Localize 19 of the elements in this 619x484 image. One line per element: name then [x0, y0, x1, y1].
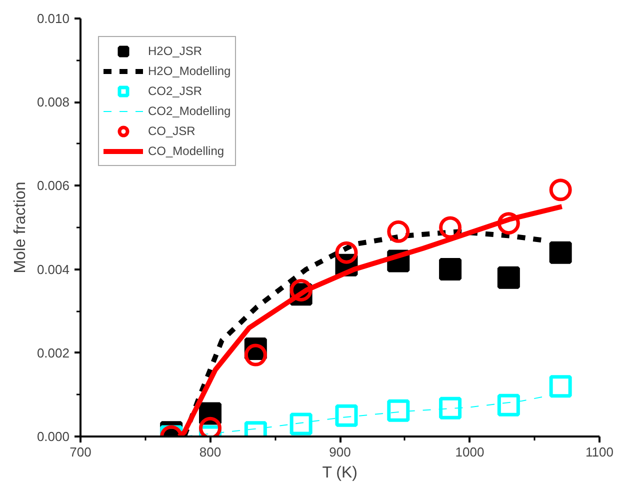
x-tick-label: 800 — [199, 444, 222, 460]
y-tick-label: 0.004 — [36, 262, 70, 277]
legend-label: CO_JSR — [148, 124, 196, 138]
legend-label: H2O_Modelling — [148, 64, 231, 78]
x-tick-label: 1100 — [586, 444, 614, 460]
x-tick-label: 900 — [329, 444, 351, 460]
x-tick-label: 1000 — [455, 444, 484, 460]
legend-label: CO2_Modelling — [148, 104, 231, 118]
y-tick-label: 0.006 — [36, 178, 70, 194]
legend-label: CO2_JSR — [148, 84, 202, 98]
y-tick-label: 0.000 — [36, 429, 70, 444]
y-axis-title: Mole fraction — [12, 182, 29, 274]
x-axis-title: T (K) — [322, 464, 358, 482]
y-tick-label: 0.010 — [36, 11, 70, 26]
legend-label: H2O_JSR — [148, 44, 202, 58]
y-tick-label: 0.008 — [36, 94, 70, 110]
x-tick-label: 700 — [70, 444, 92, 460]
legend-label: CO_Modelling — [148, 144, 224, 158]
y-tick-label: 0.002 — [36, 345, 70, 360]
